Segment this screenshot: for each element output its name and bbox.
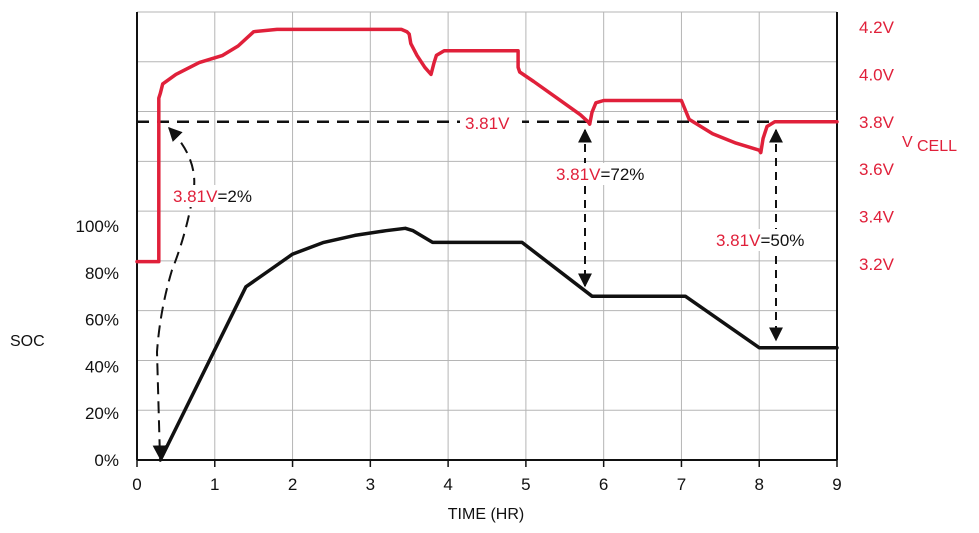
soc-tick-label: 20% xyxy=(85,404,119,423)
y-axis-label-left: SOC xyxy=(10,333,45,350)
annotation-soc: =50% xyxy=(760,231,804,250)
axes xyxy=(136,12,838,467)
x-tick-label: 8 xyxy=(754,475,763,494)
annotation-voltage: 3.81V xyxy=(556,165,601,184)
voltage-tick-label: 4.2V xyxy=(859,18,895,37)
soc-series-line xyxy=(158,226,839,462)
soc-tick-label: 100% xyxy=(76,217,119,236)
voltage-tick-label: 4.0V xyxy=(859,65,895,84)
x-tick-label: 0 xyxy=(132,475,141,494)
soc-tick-label: 0% xyxy=(94,451,119,470)
annotation-label: 3.81V=2% xyxy=(173,187,252,206)
soc-tick-label: 80% xyxy=(85,264,119,283)
voltage-tick-label: 3.6V xyxy=(859,160,895,179)
tick-labels: 0 1 2 3 4 5 6 7 8 9 0% 20% 40% 60% 80% 100% 3.2V 3.4V 3.6V… xyxy=(76,18,895,494)
x-tick-label: 2 xyxy=(288,475,297,494)
annotation-label: 3.81V=50% xyxy=(716,231,804,250)
x-tick-label: 6 xyxy=(599,475,608,494)
y-axis-label-right-sub: CELL xyxy=(917,138,957,155)
annotation-label-bg xyxy=(714,229,816,251)
voltage-tick-label: 3.4V xyxy=(859,208,895,227)
x-tick-label: 3 xyxy=(366,475,375,494)
y-axis-label-right: V xyxy=(902,134,913,151)
soc-tick-label: 40% xyxy=(85,357,119,376)
annotation-soc: =2% xyxy=(217,187,252,206)
voltage-tick-label: 3.8V xyxy=(859,113,895,132)
voltage-series-line xyxy=(135,27,839,264)
annotation-voltage: 3.81V xyxy=(716,231,761,250)
annotation-arrow-2pct xyxy=(152,126,196,460)
reference-label-bg xyxy=(460,112,522,134)
annotation-label-bg xyxy=(171,185,263,207)
x-tick-label: 4 xyxy=(443,475,452,494)
soc-tick-label: 60% xyxy=(85,311,119,330)
annotation-voltage: 3.81V xyxy=(173,187,218,206)
voltage-tick-label: 3.2V xyxy=(859,255,895,274)
grid xyxy=(137,11,837,460)
annotation-soc: =72% xyxy=(600,165,644,184)
x-axis-label: TIME (HR) xyxy=(448,506,524,523)
annotation-label: 3.81V=72% xyxy=(556,165,644,184)
x-tick-label: 5 xyxy=(521,475,530,494)
x-tick-label: 7 xyxy=(677,475,686,494)
x-tick-label: 1 xyxy=(210,475,219,494)
annotation-label-bg xyxy=(554,163,656,185)
reference-line-label: 3.81V xyxy=(465,114,510,133)
x-tick-label: 9 xyxy=(832,475,841,494)
